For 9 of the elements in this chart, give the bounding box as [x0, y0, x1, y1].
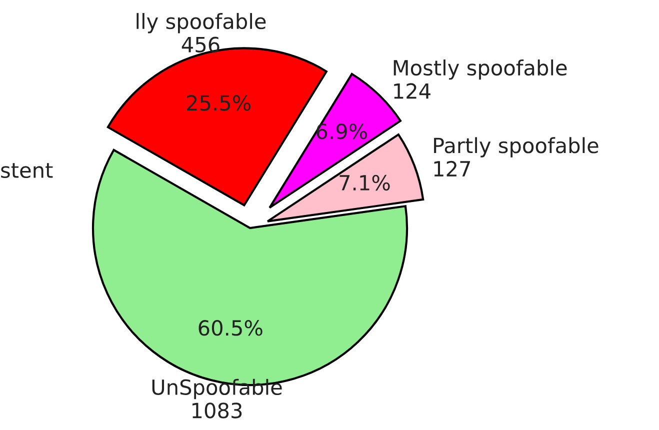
slice-label: UnSpoofable 1083	[152, 378, 282, 418]
slice-label: Partly spoofable 127	[434, 137, 598, 176]
text: stent	[1, 163, 53, 178]
slice-label: lly spoofable 456	[136, 13, 266, 52]
data-label: 7.1%	[340, 174, 390, 191]
data-label: 25.5%	[187, 95, 251, 111]
data-label: 6.9%	[316, 123, 367, 140]
data-label: 60.5%	[198, 320, 262, 336]
slice-label: Mostly spoofable 124	[394, 59, 567, 99]
